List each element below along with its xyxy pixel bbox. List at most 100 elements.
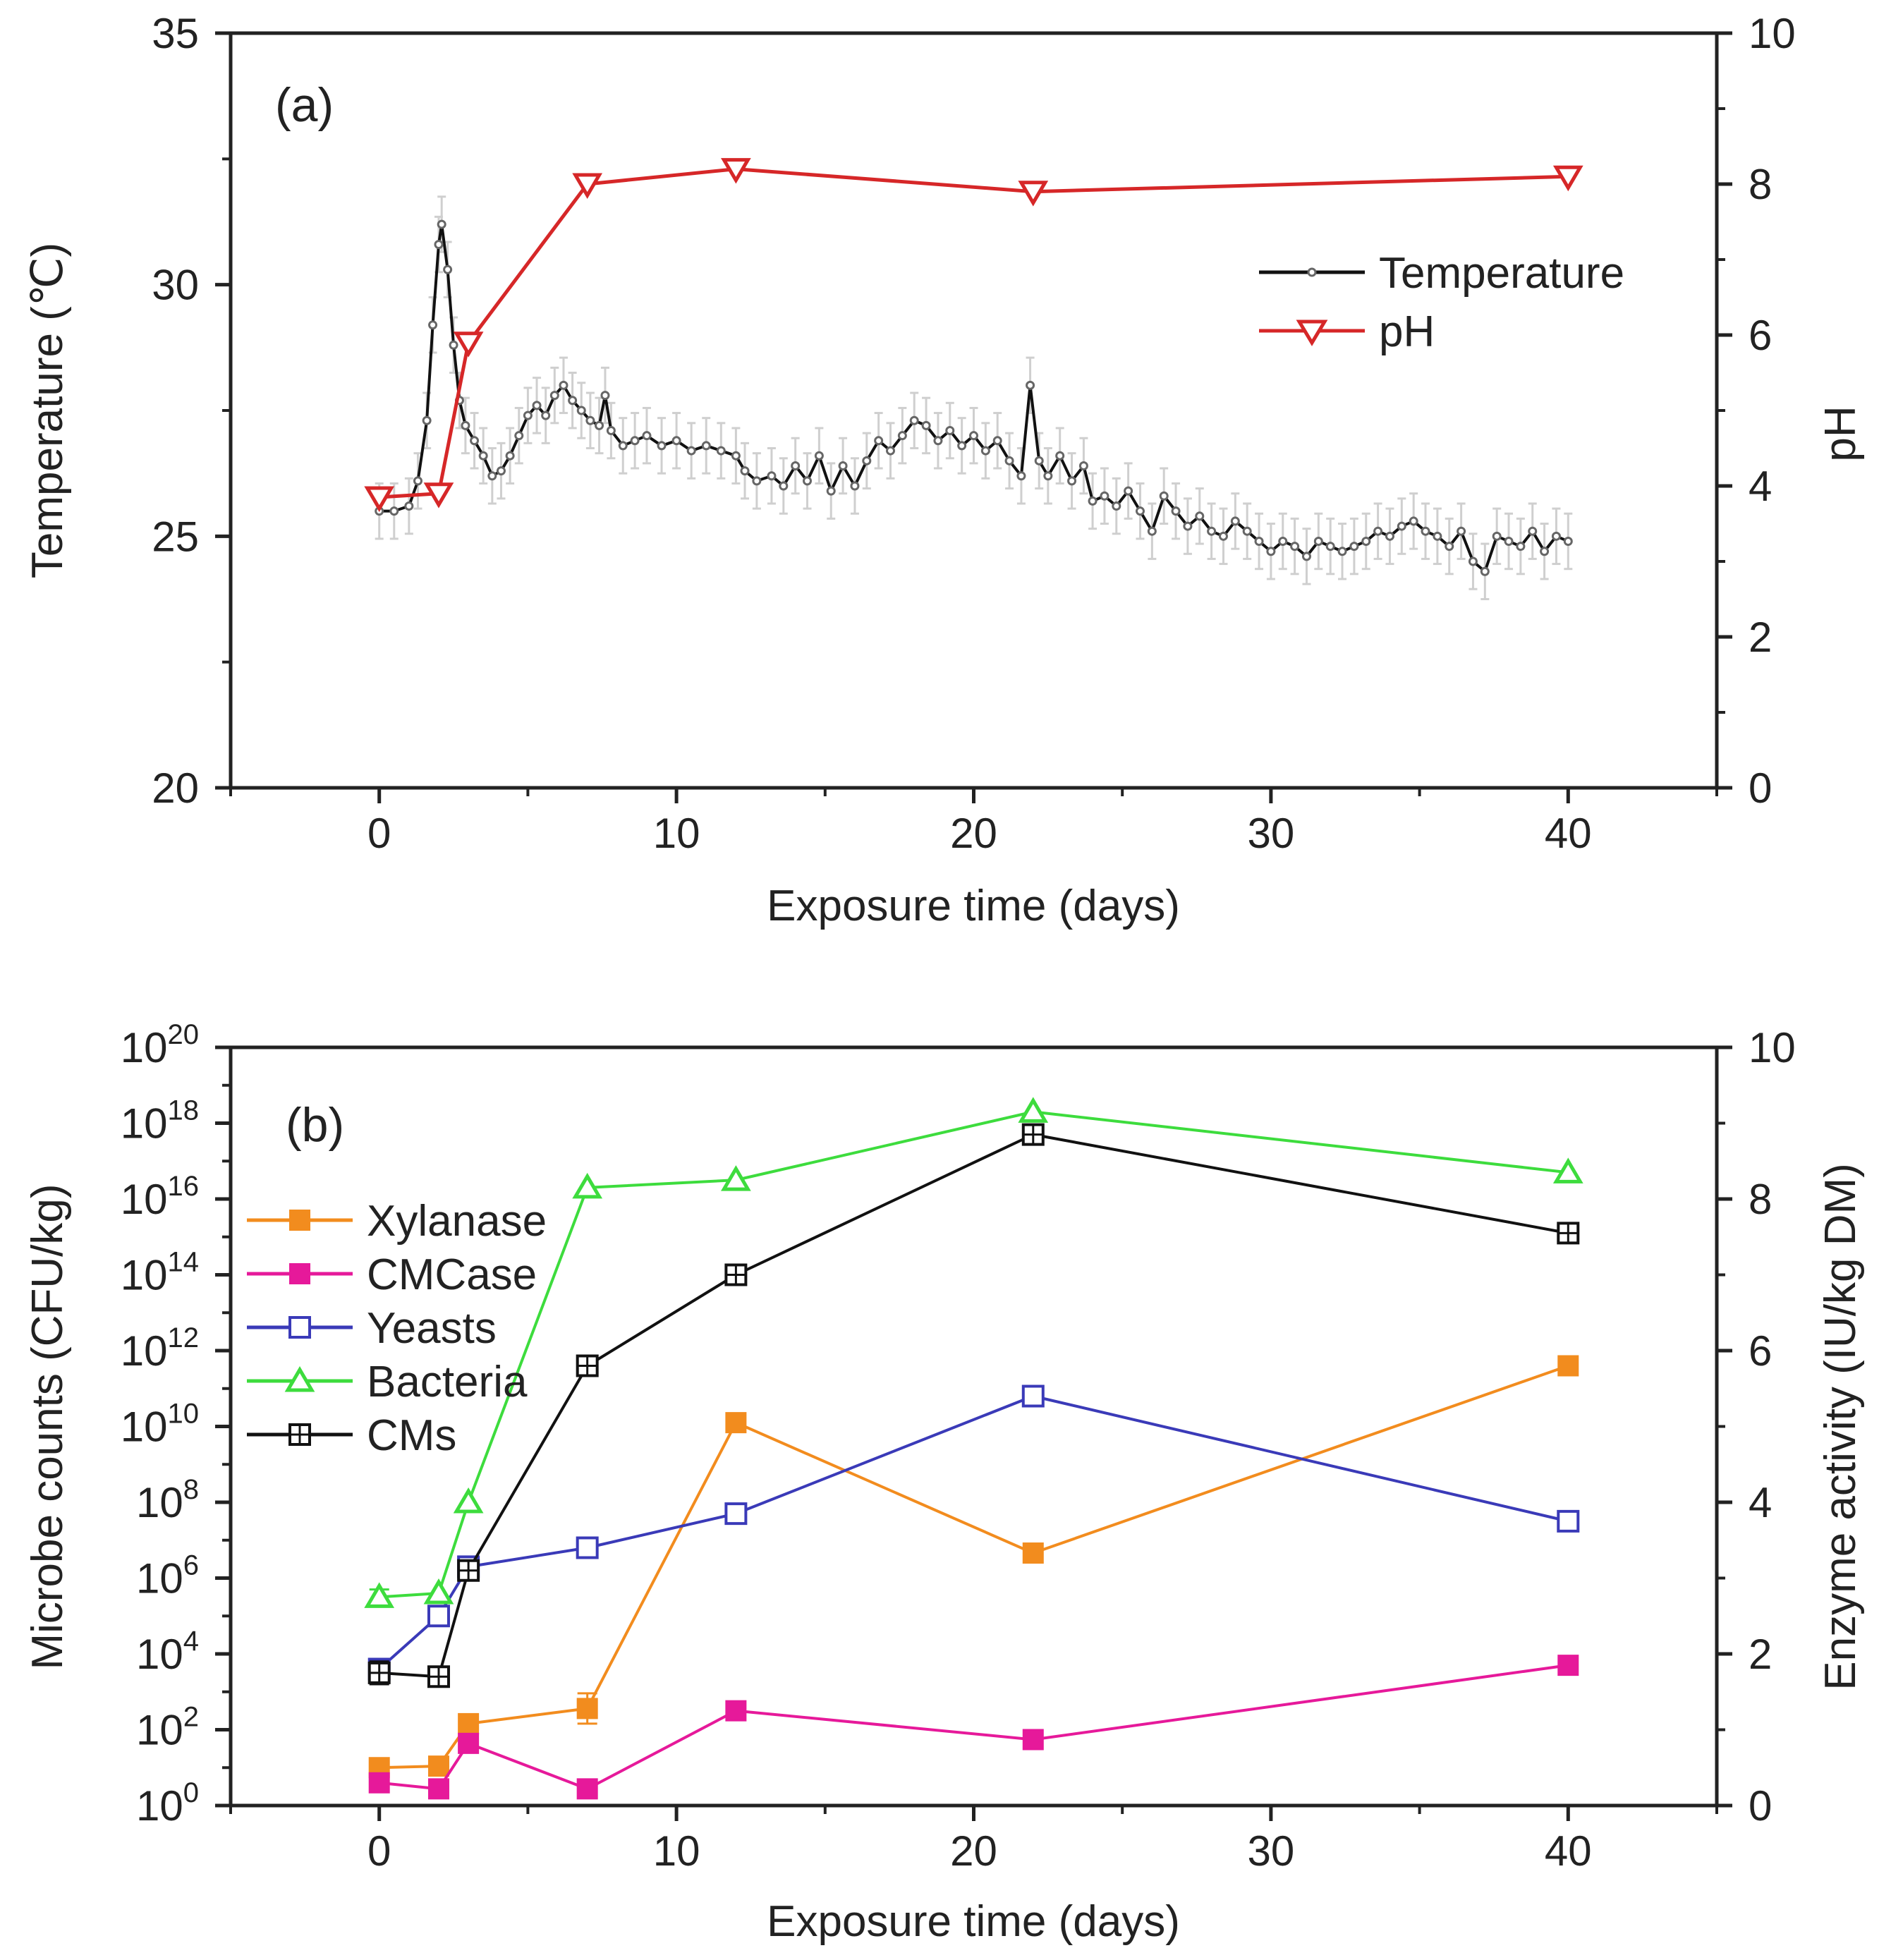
temperature-point	[1468, 556, 1478, 566]
panel-b-y2tick-label: 6	[1749, 1327, 1772, 1375]
xylanase-point	[576, 1698, 598, 1719]
temperature-point	[1385, 531, 1394, 541]
temperature-point	[1492, 531, 1502, 541]
xylanase-line	[379, 1364, 1569, 1770]
temperature-point	[461, 420, 470, 430]
temperature-point	[779, 481, 789, 491]
temperature-point	[422, 415, 432, 425]
ph-point	[572, 173, 603, 199]
temperature-point	[1067, 476, 1077, 486]
yeasts-point	[576, 1536, 599, 1559]
panel-b-ytick-label: 1010	[121, 1399, 199, 1451]
temperature-point	[767, 471, 777, 481]
temperature-point	[1055, 451, 1065, 461]
temperature-point	[404, 501, 414, 511]
panel-b-ytick-label: 108	[136, 1474, 199, 1526]
panel-b-xtick-label: 40	[1545, 1827, 1592, 1875]
panel-b-xtick-label: 10	[653, 1827, 700, 1875]
panel-a-ytick-label: 30	[152, 262, 199, 309]
temperature-point	[1266, 547, 1276, 556]
panel-b-ytick-label: 1016	[121, 1171, 199, 1223]
temperature-point	[618, 441, 628, 451]
temperature-point	[428, 320, 438, 330]
temperature-point	[478, 451, 488, 461]
temperature-point	[532, 401, 542, 410]
temperature-point	[389, 506, 399, 516]
temperature-point	[826, 486, 836, 496]
panel-b-ylabel: Microbe counts (CFU/kg)	[23, 1183, 72, 1669]
ytick-base: 10	[136, 1631, 183, 1678]
bacteria-point	[1552, 1157, 1583, 1183]
cmcase-point	[576, 1778, 598, 1800]
panel-b-ytick-label: 1020	[121, 1019, 199, 1071]
ytick-exponent: 18	[168, 1095, 200, 1126]
temperature-point	[1361, 536, 1371, 546]
temperature-point	[549, 391, 559, 401]
temperature-point	[1433, 531, 1442, 541]
temperature-point	[1504, 536, 1514, 546]
cmcase-point	[725, 1700, 747, 1722]
temperature-point	[1528, 526, 1538, 536]
temperature-point	[686, 446, 696, 456]
ytick-exponent: 14	[168, 1247, 200, 1278]
panel-b-y2tick-label: 2	[1749, 1631, 1772, 1678]
temperature-point	[1112, 501, 1121, 511]
temperature-point	[523, 410, 533, 420]
temperature-point	[1254, 536, 1264, 546]
panel-b-ytick-label: 1018	[121, 1095, 199, 1148]
ph-point	[423, 482, 454, 509]
temperature-point	[1480, 566, 1490, 576]
temperature-point	[437, 219, 446, 229]
temperature-point	[642, 431, 652, 441]
panel-b-axes: 0 10 20 30 401001021041061081010101210141016…	[121, 1019, 1796, 1875]
temperature-point	[600, 391, 610, 401]
temperature-point	[921, 420, 931, 430]
temperature-point	[862, 456, 872, 465]
ytick-base: 10	[121, 1252, 168, 1299]
ytick-exponent: 20	[168, 1019, 200, 1050]
temperature-point	[752, 476, 762, 486]
panel-a-label: (a)	[275, 78, 334, 132]
temperature-point	[449, 340, 458, 350]
temperature-point	[740, 466, 750, 476]
ytick-base: 10	[121, 1024, 168, 1071]
temperature-point	[505, 451, 515, 461]
ytick-exponent: 8	[183, 1474, 199, 1505]
ytick-base: 10	[121, 1327, 168, 1375]
ytick-base: 10	[121, 1404, 168, 1451]
bacteria-point	[721, 1165, 751, 1191]
legend-bacteria-label: Bacteria	[367, 1358, 528, 1406]
bacteria-point	[1018, 1097, 1049, 1123]
temperature-point	[1088, 496, 1097, 506]
ytick-exponent: 16	[168, 1171, 200, 1202]
temperature-point	[1373, 526, 1383, 536]
temperature-point	[1147, 526, 1157, 536]
temperature-point	[576, 406, 586, 415]
temperature-point	[1397, 521, 1406, 531]
yeasts-point	[1021, 1384, 1045, 1408]
panel-b-xtick-label: 20	[950, 1827, 997, 1875]
temperature-point	[933, 436, 943, 446]
temperature-point	[1207, 526, 1217, 536]
panel-b-ytick-label: 100	[136, 1777, 199, 1830]
panel-a-y2tick-label: 2	[1749, 614, 1772, 661]
yeasts-point	[427, 1605, 450, 1628]
panel-b-y2tick-label: 0	[1749, 1782, 1772, 1830]
temperature-point	[1100, 491, 1109, 501]
temperature-point	[731, 451, 741, 461]
cms-point	[427, 1665, 450, 1688]
temperature-point	[1540, 547, 1550, 556]
ytick-exponent: 12	[168, 1322, 200, 1353]
temperature-point	[850, 481, 860, 491]
temperature-point	[559, 380, 568, 390]
cms-point	[576, 1354, 599, 1377]
bacteria-point	[423, 1578, 454, 1605]
ytick-exponent: 4	[183, 1626, 199, 1657]
temperature-point	[803, 476, 813, 486]
temperature-point	[487, 471, 497, 481]
temperature-point	[957, 441, 967, 451]
temperature-point	[1218, 531, 1228, 541]
temperature-point	[897, 431, 907, 441]
ytick-base: 10	[136, 1479, 183, 1526]
